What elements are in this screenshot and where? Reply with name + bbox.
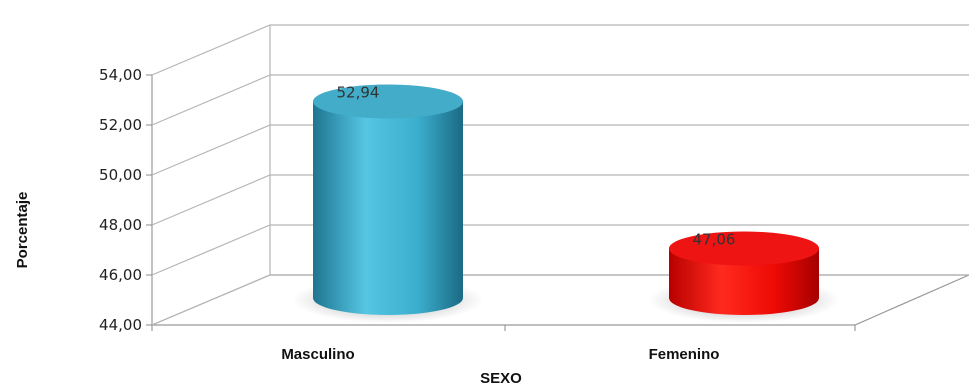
bar-masculino: 52,94: [293, 84, 483, 323]
gridline: [151, 174, 969, 226]
y-tick-label: 46,00: [99, 266, 142, 284]
gridlines: [151, 24, 969, 326]
bar-top: [669, 231, 819, 266]
gridline: [151, 224, 969, 276]
bar-top-highlight: [313, 84, 463, 119]
x-axis-categories: Masculino Femenino: [281, 346, 719, 363]
bar-top: [313, 84, 463, 119]
gridline: [151, 274, 969, 326]
gridline: [151, 74, 969, 126]
x-category-label: Femenino: [649, 346, 720, 363]
gridline: [151, 24, 969, 76]
y-tick-label: 44,00: [99, 316, 142, 334]
bar-top-highlight: [669, 231, 819, 266]
floor: [151, 274, 969, 326]
data-label: 47,06: [693, 231, 736, 249]
y-tick-label: 50,00: [99, 166, 142, 184]
bar-femenino: 47,06: [649, 231, 839, 323]
data-label: 52,94: [337, 84, 380, 102]
gridline: [151, 124, 969, 176]
bar-body: [669, 248, 819, 315]
y-tick-label: 54,00: [99, 66, 142, 84]
y-tick-label: 52,00: [99, 116, 142, 134]
x-axis-title: SEXO: [480, 370, 522, 385]
bar-body: [313, 101, 463, 315]
chart-walls: [151, 25, 969, 331]
y-axis-ticks: 44,00 46,00 48,00 50,00 52,00 54,00: [99, 66, 152, 334]
x-category-label: Masculino: [281, 346, 354, 363]
bars: 52,94 47,06: [293, 84, 839, 323]
y-axis-title: Porcentaje: [14, 192, 31, 269]
y-tick-label: 48,00: [99, 216, 142, 234]
